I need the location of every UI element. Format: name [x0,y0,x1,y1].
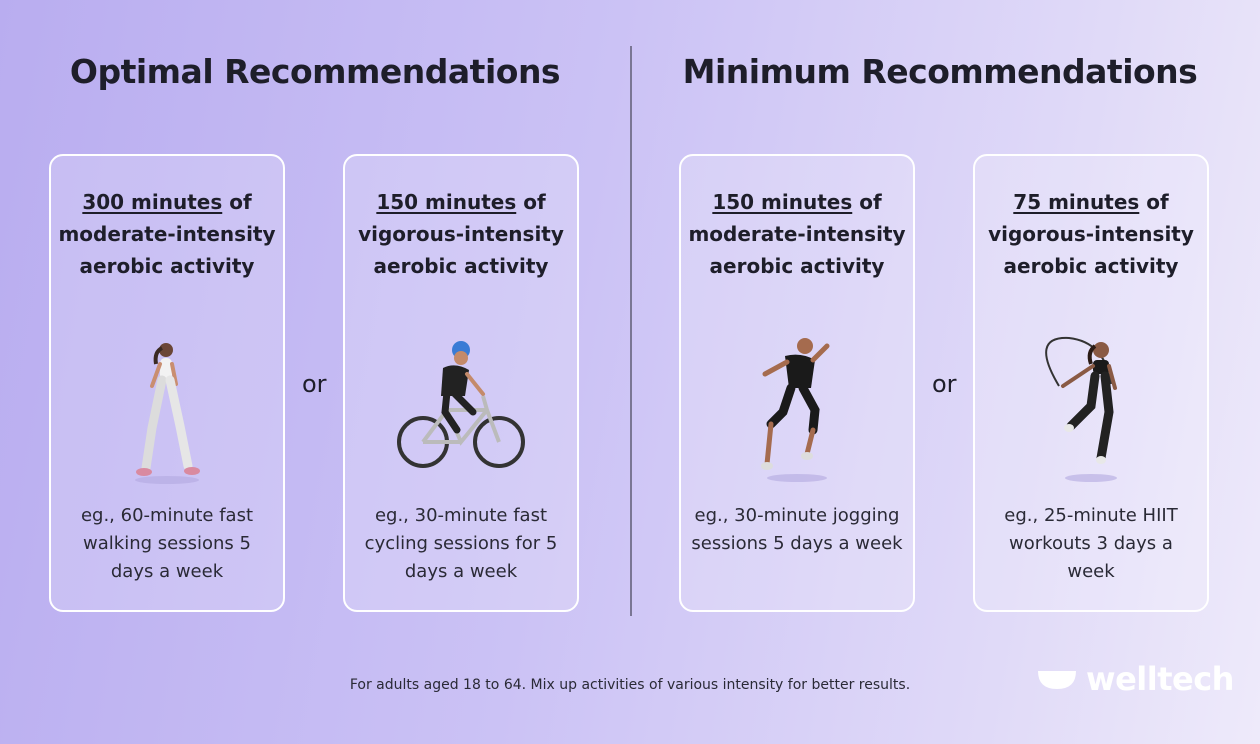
card-heading: 75 minutes of vigorous-intensity aerobic… [981,186,1201,282]
activity-description: of moderate-intensity aerobic activity [58,190,276,278]
runner-icon [761,338,830,482]
cyclist-icon [397,341,525,468]
example-text: eg., 60-minute fast walking sessions 5 d… [80,505,254,582]
card-heading: 150 minutes of vigorous-intensity aerobi… [351,186,571,282]
walking-woman-icon [135,343,200,484]
or-separator: or [302,370,327,398]
section-divider [630,46,632,616]
minutes-highlight: 300 minutes [82,190,223,214]
activity-description: of moderate-intensity aerobic activity [688,190,906,278]
brand-logo: welltech [1036,660,1234,698]
card-heading: 150 minutes of moderate-intensity aerobi… [687,186,907,282]
activity-description: of vigorous-intensity aerobic activity [988,190,1194,278]
card-minimum-moderate: 150 minutes of moderate-intensity aerobi… [679,154,915,612]
minimum-title: Minimum Recommendations [682,52,1198,91]
jump-rope-woman-icon [1045,336,1117,482]
welltech-bowl-icon [1038,671,1076,689]
example-text: eg., 30-minute jogging sessions 5 days a… [691,505,903,554]
footnote: For adults aged 18 to 64. Mix up activit… [349,677,911,693]
brand-name: welltech [1086,660,1234,698]
activity-description: of vigorous-intensity aerobic activity [358,190,564,278]
minutes-highlight: 150 minutes [376,190,517,214]
card-minimum-vigorous: 75 minutes of vigorous-intensity aerobic… [973,154,1209,612]
example-text: eg., 30-minute fast cycling sessions for… [364,505,558,582]
example-text: eg., 25-minute HIIT workouts 3 days a we… [1004,505,1178,582]
or-separator: or [932,370,957,398]
card-heading: 300 minutes of moderate-intensity aerobi… [57,186,277,282]
minutes-highlight: 75 minutes [1013,190,1140,214]
optimal-title: Optimal Recommendations [69,52,561,91]
card-optimal-moderate: 300 minutes of moderate-intensity aerobi… [49,154,285,612]
card-optimal-vigorous: 150 minutes of vigorous-intensity aerobi… [343,154,579,612]
minutes-highlight: 150 minutes [712,190,853,214]
